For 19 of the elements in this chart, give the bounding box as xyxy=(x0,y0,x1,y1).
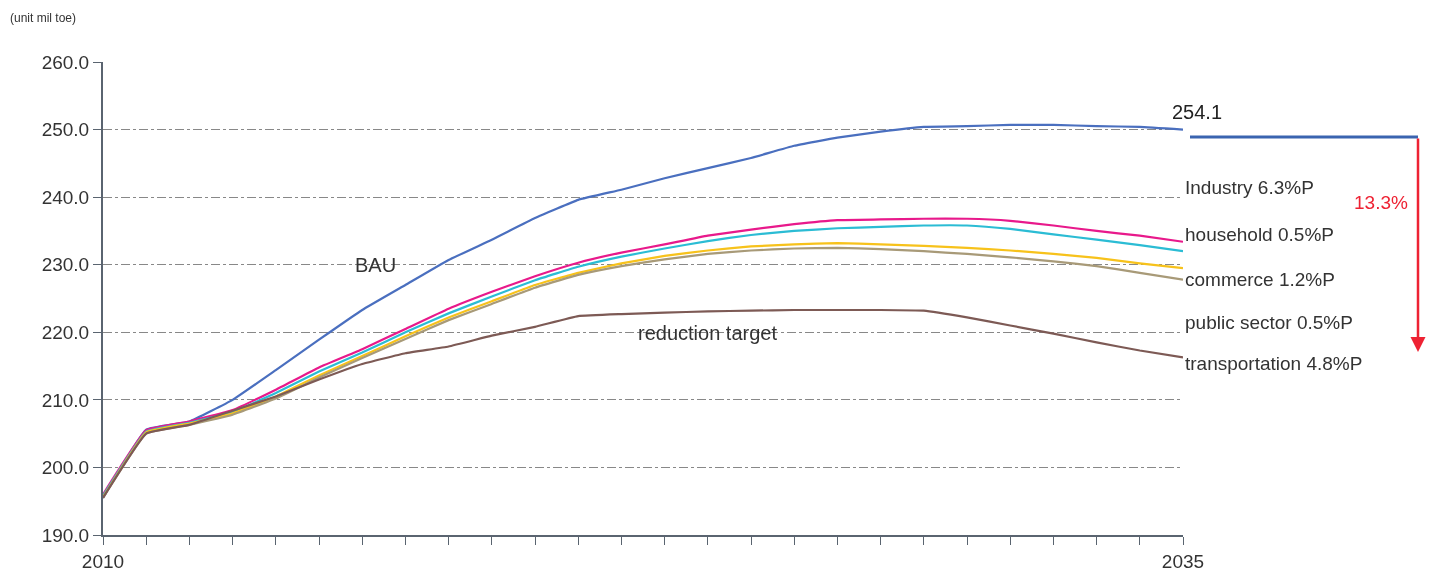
text: public sector 0.5%P xyxy=(1185,312,1353,333)
y-tick-label: 240.0 xyxy=(41,186,90,208)
text: Industry 6.3%P xyxy=(1185,177,1314,198)
annotation: 254.1 xyxy=(1172,101,1223,123)
y-axis-title: (unit mil toe) xyxy=(10,11,77,25)
y-tick-label: 250.0 xyxy=(41,119,90,141)
text: commerce 1.2%P xyxy=(1185,269,1335,290)
text: household 0.5%P xyxy=(1185,224,1334,245)
x-tick-label: 2035 xyxy=(1161,550,1205,572)
y-tick-label: 200.0 xyxy=(41,457,90,479)
y-tick-label: 190.0 xyxy=(41,524,90,546)
text: transportation 4.8%P xyxy=(1185,353,1363,374)
text: 13.3% xyxy=(1354,192,1408,213)
y-tick-label: 260.0 xyxy=(41,51,90,73)
line-series xyxy=(103,308,1183,499)
x-tick-label: 2010 xyxy=(81,550,125,572)
y-tick-label: 220.0 xyxy=(41,321,90,343)
y-tick-label: 210.0 xyxy=(41,389,90,411)
y-tick-label: 230.0 xyxy=(41,254,90,276)
